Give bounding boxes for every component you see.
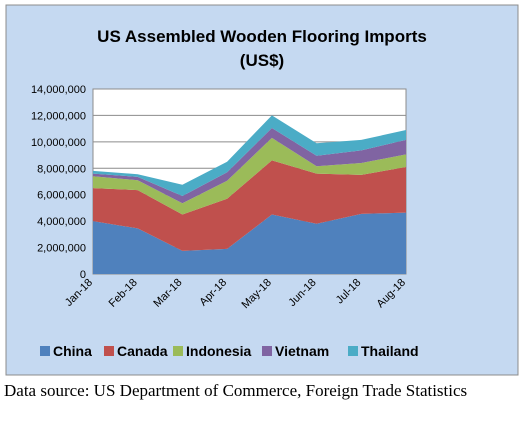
y-tick-label: 6,000,000: [37, 190, 86, 202]
y-tick-label: 8,000,000: [37, 163, 86, 175]
y-tick-label: 12,000,000: [31, 110, 86, 122]
y-tick-label: 14,000,000: [31, 84, 86, 96]
legend-swatch-vietnam: [262, 346, 272, 356]
y-tick-label: 2,000,000: [37, 243, 86, 255]
y-tick-label: 4,000,000: [37, 216, 86, 228]
legend-label-thailand: Thailand: [361, 343, 419, 359]
legend-swatch-indonesia: [173, 346, 183, 356]
stacked-areas: [93, 115, 406, 274]
chart-title: US Assembled Wooden Flooring Imports: [97, 27, 427, 46]
legend-swatch-canada: [104, 346, 114, 356]
y-tick-label: 0: [80, 269, 86, 281]
area-indonesia: [93, 137, 406, 215]
chart-subtitle: (US$): [240, 51, 284, 70]
data-source-note: Data source: US Department of Commerce, …: [4, 381, 468, 400]
legend-label-indonesia: Indonesia: [186, 343, 252, 359]
y-tick-label: 10,000,000: [31, 137, 86, 149]
legend-swatch-china: [40, 346, 50, 356]
legend-label-canada: Canada: [117, 343, 168, 359]
area-canada: [93, 160, 406, 251]
legend-swatch-thailand: [348, 346, 358, 356]
legend-label-china: China: [53, 343, 92, 359]
area-china: [93, 212, 406, 274]
y-axis-ticks: 0 2,000,000 4,000,000 6,000,000 8,000,000 10,…: [31, 84, 86, 281]
legend: China Canada Indonesia Vietnam Thailand: [40, 343, 419, 359]
legend-label-vietnam: Vietnam: [275, 343, 329, 359]
